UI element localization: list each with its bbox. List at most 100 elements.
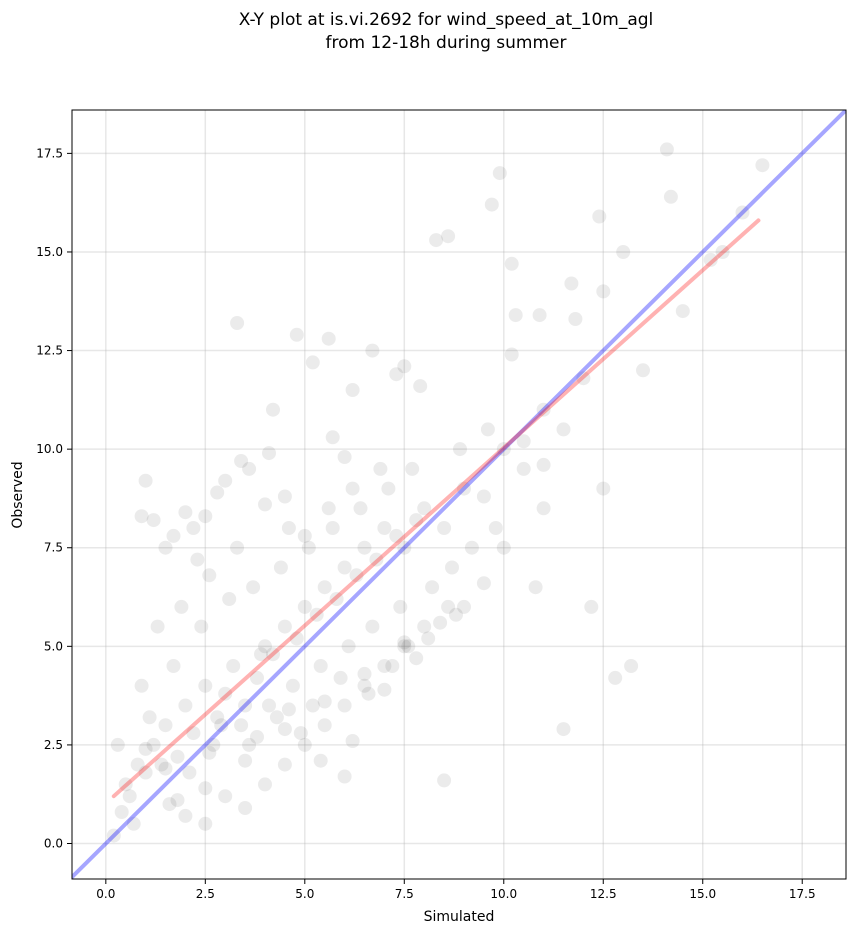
scatter-point xyxy=(433,615,448,630)
x-tick-label: 15.0 xyxy=(689,887,716,901)
scatter-point xyxy=(556,422,571,437)
scatter-point xyxy=(377,682,392,697)
scatter-point xyxy=(349,568,364,583)
scatter-point xyxy=(170,749,185,764)
scatter-point xyxy=(317,580,332,595)
scatter-point xyxy=(616,245,631,259)
scatter-point xyxy=(624,659,639,673)
scatter-point xyxy=(178,505,193,520)
regression-line xyxy=(111,218,761,799)
scatter-point xyxy=(516,461,531,476)
scatter-point xyxy=(246,580,261,595)
scatter-point xyxy=(242,737,257,752)
scatter-point xyxy=(321,501,336,516)
scatter-point xyxy=(166,528,181,543)
scatter-point xyxy=(174,599,189,614)
scatter-point xyxy=(476,489,491,504)
y-tick-label: 17.5 xyxy=(36,146,63,160)
scatter-point xyxy=(365,343,380,358)
scatter-point xyxy=(429,233,444,248)
scatter-point xyxy=(214,718,229,733)
scatter-point xyxy=(317,694,332,709)
scatter-point xyxy=(405,461,420,476)
scatter-point xyxy=(576,371,591,386)
scatter-point xyxy=(357,666,372,681)
scatter-point xyxy=(333,670,348,685)
scatter-point xyxy=(158,761,173,776)
scatter-point xyxy=(329,592,344,606)
scatter-point xyxy=(230,316,245,330)
scatter-point xyxy=(202,745,217,760)
scatter-point xyxy=(445,560,459,575)
scatter-point xyxy=(250,670,264,685)
scatter-point xyxy=(496,540,511,555)
scatter-point xyxy=(118,777,133,792)
scatter-point xyxy=(158,540,173,555)
scatter-point xyxy=(266,647,280,662)
scatter-point xyxy=(297,528,312,543)
scatter-point xyxy=(377,521,392,535)
scatter-point xyxy=(277,722,292,737)
scatter-point xyxy=(262,698,276,713)
scatter-point xyxy=(516,434,531,449)
scatter-point xyxy=(238,801,253,815)
scatter-point xyxy=(162,797,177,812)
identity-line xyxy=(72,110,846,879)
scatter-point xyxy=(488,521,503,535)
scatter-point xyxy=(337,698,352,713)
scatter-point xyxy=(146,513,161,528)
scatter-point xyxy=(277,489,292,504)
scatter-point xyxy=(755,158,770,173)
scatter-point xyxy=(636,363,650,378)
scatter-point xyxy=(397,635,412,650)
scatter-point xyxy=(441,599,456,614)
scatter-point xyxy=(301,540,316,555)
scatter-point xyxy=(242,461,257,476)
scatter-point xyxy=(154,757,169,772)
scatter-point xyxy=(110,737,125,752)
scatter-point xyxy=(178,808,193,823)
y-tick-label: 12.5 xyxy=(36,344,63,358)
scatter-point xyxy=(321,331,336,346)
scatter-point xyxy=(317,718,332,733)
scatter-point xyxy=(353,501,368,516)
scatter-point xyxy=(715,245,730,259)
scatter-point xyxy=(568,312,583,326)
scatter-point xyxy=(313,753,328,768)
scatter-point xyxy=(134,509,149,524)
scatter-point xyxy=(337,769,352,784)
scatter-point xyxy=(222,592,237,606)
scatter-point xyxy=(401,639,416,654)
scatter-point xyxy=(325,521,340,535)
x-tick-label: 10.0 xyxy=(490,887,517,901)
scatter-point xyxy=(373,461,388,476)
scatter-point xyxy=(258,777,272,792)
scatter-point xyxy=(230,540,245,555)
scatter-point xyxy=(186,521,201,535)
x-tick-label: 7.5 xyxy=(395,887,414,901)
scatter-point xyxy=(345,383,360,397)
scatter-point xyxy=(325,430,340,445)
scatter-point xyxy=(397,359,412,374)
scatter-point xyxy=(142,710,157,725)
scatter-point xyxy=(285,678,300,693)
scatter-point xyxy=(536,457,551,472)
scatter-point xyxy=(453,442,467,457)
scatter-point xyxy=(206,737,221,752)
chart-title-line-1: X-Y plot at is.vi.2692 for wind_speed_at… xyxy=(239,10,654,30)
y-tick-label: 5.0 xyxy=(44,639,63,653)
scatter-point xyxy=(389,367,404,382)
scatter-point xyxy=(337,560,352,575)
scatter-point xyxy=(218,473,233,488)
scatter-point xyxy=(293,726,308,741)
scatter-points xyxy=(106,142,770,843)
scatter-point xyxy=(126,816,141,831)
y-axis-ticks: 0.0 2.5 5.0 7.5 10.0 12.5 15.0 17.5 xyxy=(36,146,72,851)
scatter-point xyxy=(397,639,412,654)
scatter-point xyxy=(484,197,499,212)
scatter-point xyxy=(413,379,428,394)
x-axis-label: Simulated xyxy=(424,909,495,925)
y-tick-label: 2.5 xyxy=(44,738,63,752)
scatter-point xyxy=(254,647,268,662)
scatter-point xyxy=(134,678,149,693)
